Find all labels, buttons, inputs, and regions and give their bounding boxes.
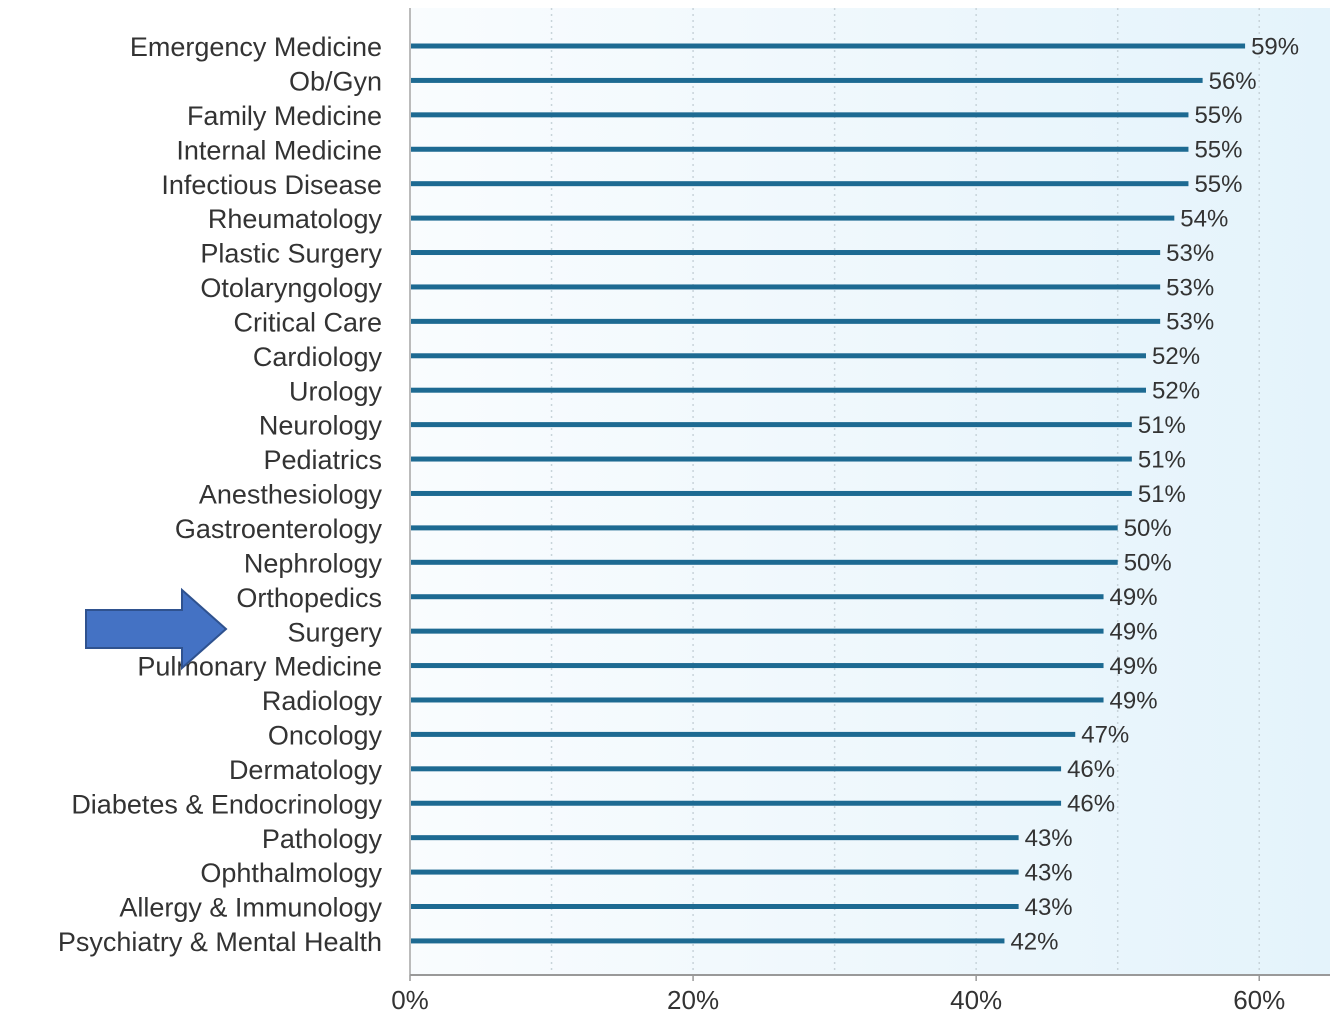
value-label: 50%: [1124, 550, 1172, 577]
bar: [410, 594, 1104, 600]
value-label: 46%: [1067, 756, 1115, 783]
category-label: Dermatology: [229, 755, 383, 785]
value-label: 43%: [1025, 825, 1073, 852]
bar: [410, 215, 1175, 221]
bar: [410, 628, 1104, 634]
category-label: Pulmonary Medicine: [137, 652, 382, 682]
x-tick-label: 0%: [391, 985, 429, 1014]
x-tick-label: 40%: [950, 985, 1002, 1014]
bar: [410, 43, 1246, 49]
bar: [410, 800, 1062, 806]
category-label: Rheumatology: [208, 204, 383, 234]
value-label: 53%: [1166, 240, 1214, 267]
value-label: 54%: [1180, 205, 1228, 232]
value-label: 59%: [1251, 33, 1299, 60]
bar: [410, 835, 1019, 841]
bar: [410, 112, 1189, 118]
bar: [410, 663, 1104, 669]
value-label: 46%: [1067, 791, 1115, 818]
category-label: Orthopedics: [236, 583, 382, 613]
bar: [410, 869, 1019, 875]
bar: [410, 181, 1189, 187]
category-label: Radiology: [262, 686, 383, 716]
bar: [410, 146, 1189, 152]
category-label: Psychiatry & Mental Health: [58, 927, 382, 957]
category-label: Ophthalmology: [200, 858, 382, 888]
category-label: Family Medicine: [187, 101, 382, 131]
bar: [410, 697, 1104, 703]
value-label: 55%: [1194, 137, 1242, 164]
value-label: 53%: [1166, 309, 1214, 336]
category-label: Neurology: [259, 411, 383, 441]
value-label: 51%: [1138, 481, 1186, 508]
category-label: Emergency Medicine: [130, 32, 382, 62]
value-label: 55%: [1194, 171, 1242, 198]
value-label: 52%: [1152, 378, 1200, 405]
bar: [410, 904, 1019, 909]
bar: [410, 731, 1076, 737]
bar: [410, 77, 1203, 83]
category-label: Nephrology: [244, 548, 383, 578]
value-label: 49%: [1110, 584, 1158, 611]
value-label: 56%: [1209, 68, 1257, 95]
value-label: 51%: [1138, 412, 1186, 439]
value-label: 42%: [1010, 928, 1058, 955]
category-label: Ob/Gyn: [289, 67, 382, 97]
category-label: Anesthesiology: [199, 480, 383, 510]
category-label: Plastic Surgery: [200, 239, 382, 269]
bar: [410, 353, 1146, 359]
category-label: Pathology: [262, 824, 383, 854]
bar: [410, 387, 1146, 393]
category-label: Surgery: [287, 617, 382, 647]
value-label: 50%: [1124, 515, 1172, 542]
value-label: 49%: [1110, 618, 1158, 645]
bar: [410, 422, 1132, 428]
value-label: 47%: [1081, 722, 1129, 749]
x-tick-label: 60%: [1233, 985, 1285, 1014]
value-label: 52%: [1152, 343, 1200, 370]
category-label: Urology: [289, 376, 383, 406]
value-label: 43%: [1025, 859, 1073, 886]
value-label: 51%: [1138, 446, 1186, 473]
category-label: Internal Medicine: [176, 135, 382, 165]
bar: [410, 490, 1132, 496]
category-label: Infectious Disease: [161, 170, 382, 200]
category-label: Gastroenterology: [175, 514, 383, 544]
bar: [410, 318, 1161, 324]
value-label: 49%: [1110, 653, 1158, 680]
bar: [410, 456, 1132, 462]
category-label: Pediatrics: [263, 445, 382, 475]
highlight-arrow: [85, 587, 228, 671]
category-label: Critical Care: [233, 307, 382, 337]
bar: [410, 766, 1062, 772]
bar: [410, 284, 1161, 290]
value-label: 53%: [1166, 274, 1214, 301]
x-tick-label: 20%: [667, 985, 719, 1014]
value-label: 55%: [1194, 102, 1242, 129]
value-label: 43%: [1025, 894, 1073, 921]
category-label: Diabetes & Endocrinology: [71, 789, 382, 819]
bar: [410, 250, 1161, 256]
category-label: Cardiology: [253, 342, 383, 372]
bar: [410, 525, 1118, 531]
value-label: 49%: [1110, 687, 1158, 714]
category-label: Otolaryngology: [200, 273, 382, 303]
bar: [410, 559, 1118, 565]
category-label: Oncology: [268, 721, 383, 751]
bar: [410, 938, 1005, 944]
category-label: Allergy & Immunology: [119, 893, 382, 923]
